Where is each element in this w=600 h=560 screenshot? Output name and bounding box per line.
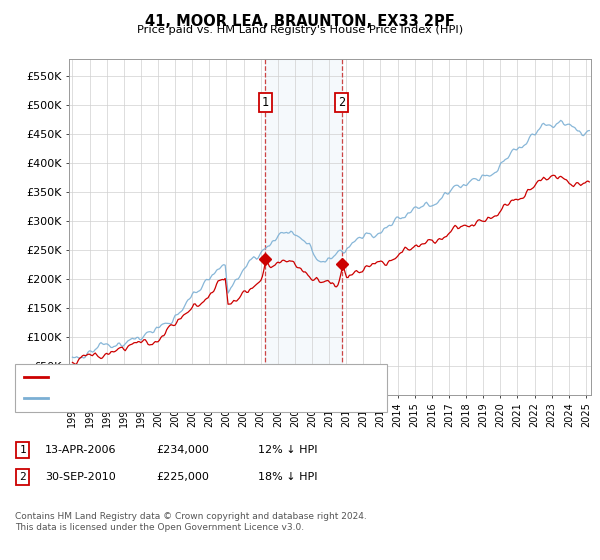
Text: 1: 1: [19, 445, 26, 455]
Text: Price paid vs. HM Land Registry's House Price Index (HPI): Price paid vs. HM Land Registry's House …: [137, 25, 463, 35]
Bar: [265, 59, 342, 395]
Text: £225,000: £225,000: [156, 472, 209, 482]
Text: 13-APR-2006: 13-APR-2006: [45, 445, 116, 455]
Text: Contains HM Land Registry data © Crown copyright and database right 2024.
This d: Contains HM Land Registry data © Crown c…: [15, 512, 367, 532]
Text: 18% ↓ HPI: 18% ↓ HPI: [258, 472, 317, 482]
Text: 41, MOOR LEA, BRAUNTON, EX33 2PF: 41, MOOR LEA, BRAUNTON, EX33 2PF: [145, 14, 455, 29]
Text: 2: 2: [19, 472, 26, 482]
Text: HPI: Average price, detached house, North Devon: HPI: Average price, detached house, Nort…: [52, 393, 311, 403]
Text: 2: 2: [338, 96, 346, 109]
Text: 12% ↓ HPI: 12% ↓ HPI: [258, 445, 317, 455]
Text: 41, MOOR LEA, BRAUNTON, EX33 2PF (detached house): 41, MOOR LEA, BRAUNTON, EX33 2PF (detach…: [52, 372, 343, 382]
Text: 1: 1: [262, 96, 269, 109]
Text: 30-SEP-2010: 30-SEP-2010: [45, 472, 116, 482]
Text: £234,000: £234,000: [156, 445, 209, 455]
